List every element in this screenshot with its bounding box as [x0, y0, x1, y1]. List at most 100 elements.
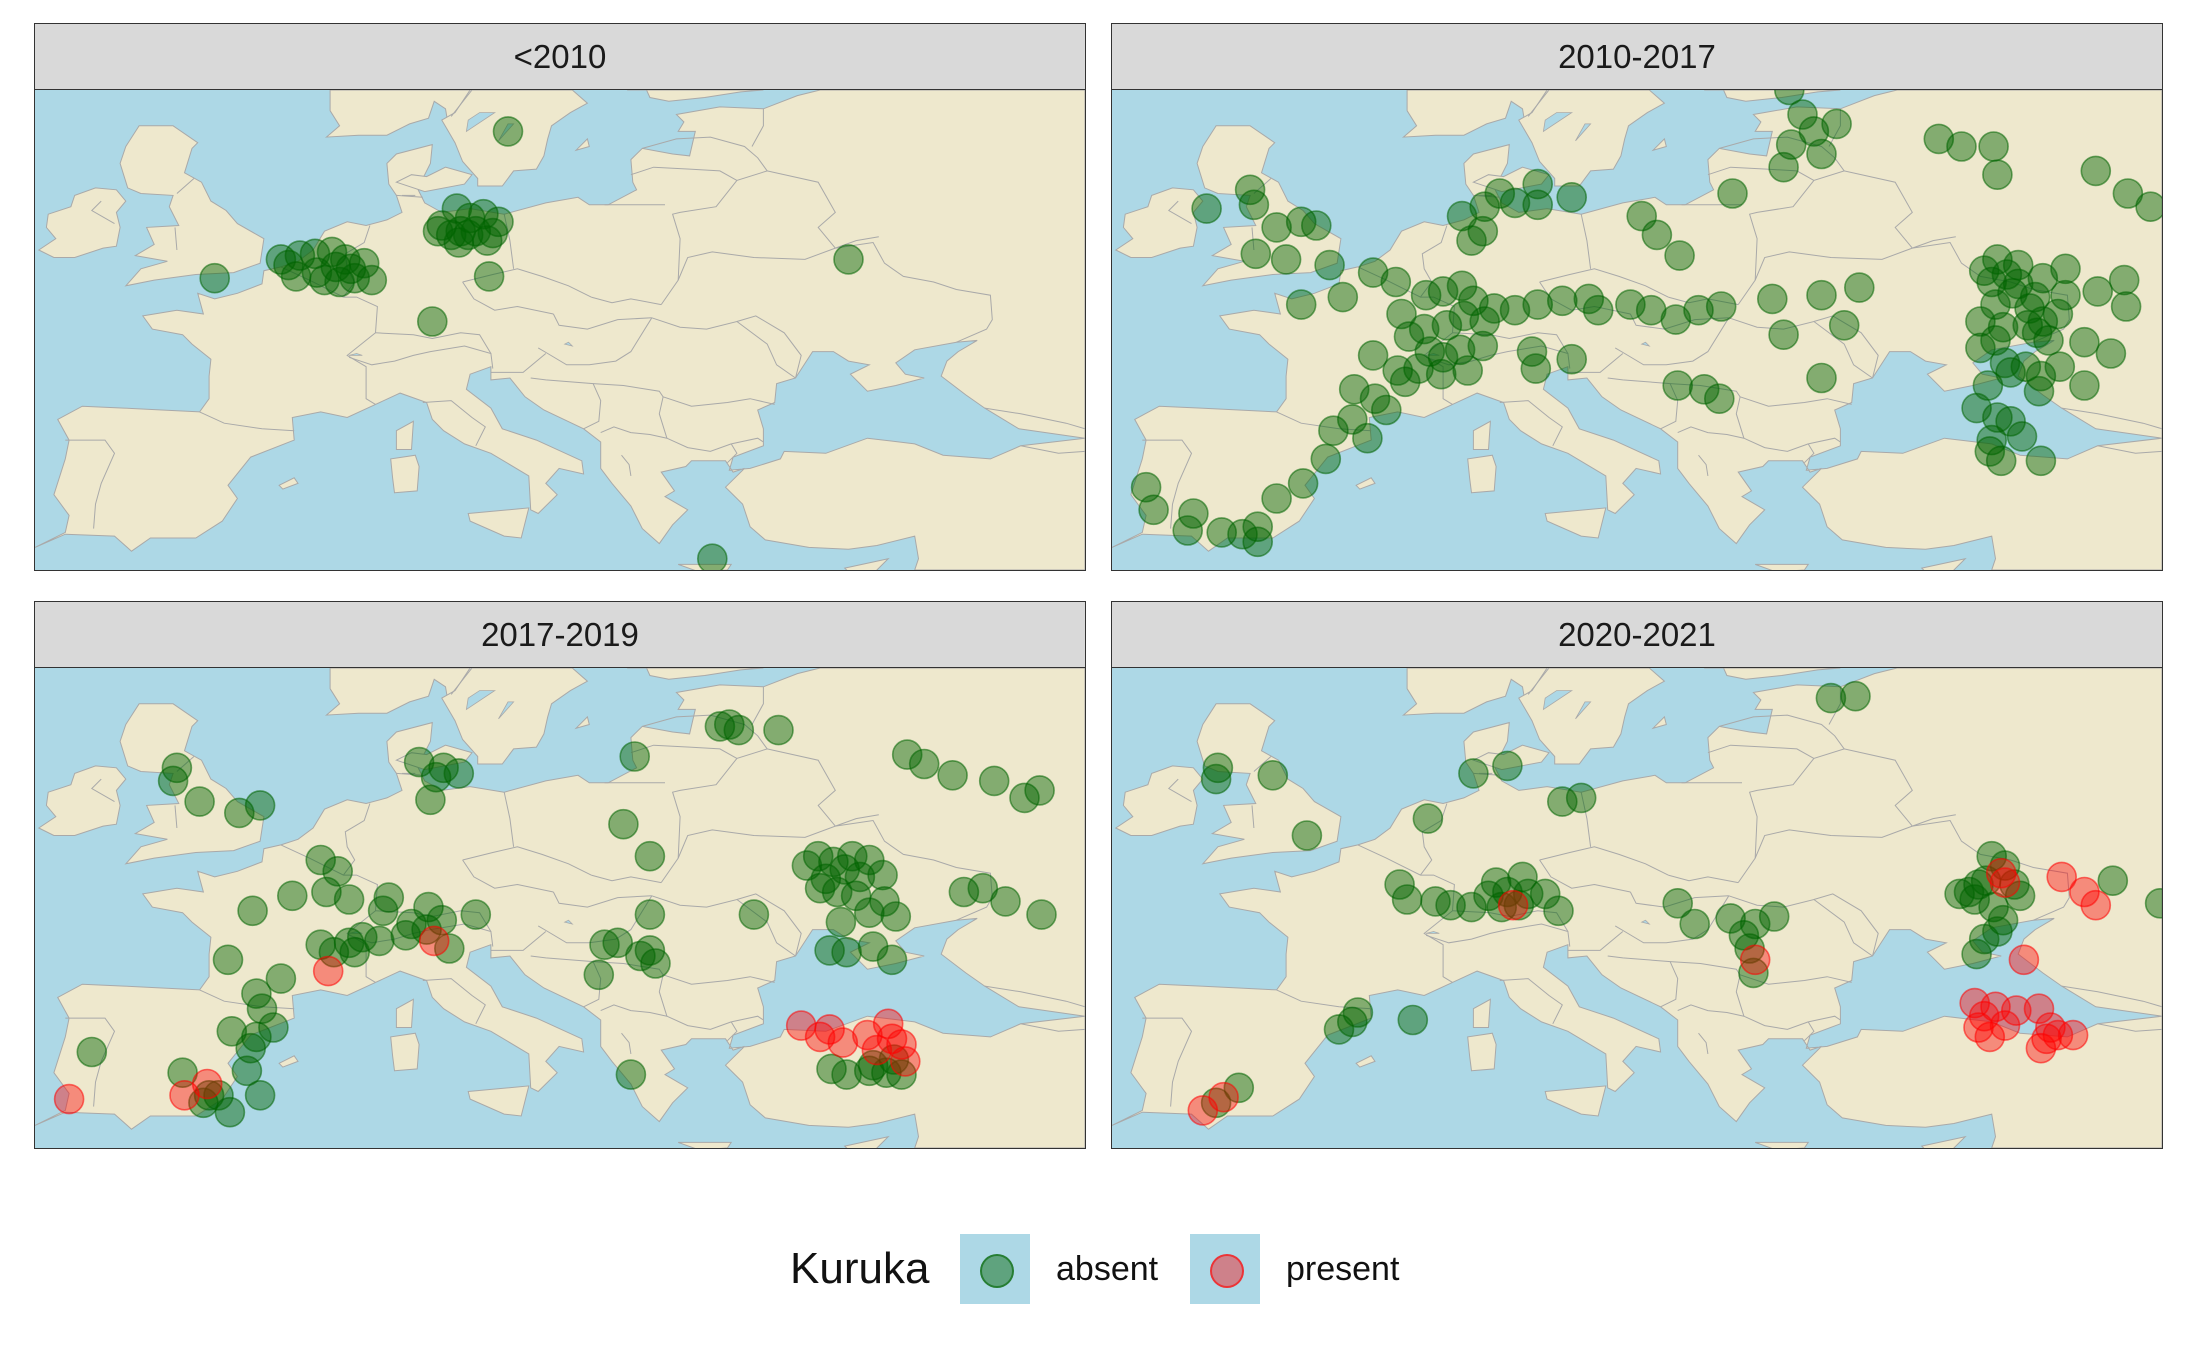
- site-point-absent: [1546, 786, 1578, 817]
- country-border: [660, 241, 993, 343]
- legend-key-absent: [960, 1234, 1030, 1304]
- site-point-absent: [348, 247, 380, 279]
- site-point-present: [827, 1027, 859, 1058]
- country-border: [1357, 266, 1455, 405]
- country-border: [2061, 985, 2162, 1008]
- site-point-absent: [1357, 257, 1389, 288]
- site-point-absent: [821, 876, 853, 908]
- site-point-absent: [1425, 358, 1457, 390]
- site-point-absent: [1456, 891, 1487, 923]
- country-border: [1813, 315, 1879, 379]
- site-point-absent: [1427, 276, 1459, 307]
- site-point-absent: [1352, 422, 1383, 454]
- site-point-absent: [426, 904, 458, 936]
- site-point-absent: [1403, 353, 1434, 384]
- site-point-present: [1497, 889, 1529, 921]
- facet-label: 2020-2021: [1558, 616, 1716, 653]
- site-point-absent: [1452, 355, 1484, 386]
- site-point-present: [1208, 1081, 1239, 1113]
- site-point-absent: [203, 1079, 234, 1111]
- site-point-absent: [589, 929, 620, 961]
- site-point-absent: [978, 765, 1010, 797]
- site-point-absent: [1522, 289, 1554, 320]
- land-polygon: [627, 668, 764, 680]
- lake-polygon: [465, 112, 497, 133]
- site-point-absent: [1009, 782, 1040, 814]
- country-border: [1580, 214, 1592, 269]
- country-border: [630, 166, 738, 181]
- site-point-absent: [1556, 343, 1588, 375]
- site-point-absent: [161, 752, 193, 784]
- site-point-absent: [2002, 268, 2034, 300]
- map-plot-area: [34, 89, 1086, 571]
- country-border: [450, 90, 473, 117]
- site-point-present: [1974, 1021, 2006, 1053]
- land-polygon: [37, 765, 127, 836]
- site-point-absent: [415, 784, 446, 816]
- site-point-absent: [1285, 206, 1317, 238]
- site-point-absent: [990, 886, 1021, 917]
- land-polygon: [390, 1032, 420, 1072]
- country-border: [1527, 90, 1550, 117]
- land-polygon: [678, 1141, 733, 1148]
- country-border: [375, 332, 492, 354]
- site-point-absent: [1968, 255, 2000, 286]
- site-point-absent: [2019, 281, 2051, 313]
- site-points: [1187, 680, 2162, 1126]
- site-point-absent: [857, 1049, 889, 1081]
- map-plot-area: [1111, 89, 2163, 571]
- land-polygon: [1472, 998, 1491, 1028]
- site-point-absent: [876, 944, 908, 976]
- site-point-absent: [2027, 262, 2059, 294]
- land-polygon: [1544, 507, 1607, 539]
- site-point-absent: [1683, 294, 1714, 326]
- country-border: [530, 955, 602, 1008]
- site-point-absent: [814, 935, 845, 966]
- site-point-absent: [1705, 291, 1737, 322]
- land-polygon: [278, 1055, 299, 1068]
- site-point-absent: [1768, 151, 1799, 183]
- site-point-absent: [1961, 938, 1992, 970]
- lake-polygon: [1640, 919, 1651, 925]
- country-border: [1357, 844, 1455, 983]
- country-border: [450, 668, 473, 695]
- site-point-present: [2023, 993, 2055, 1025]
- land-polygon: [574, 137, 590, 152]
- country-border: [462, 859, 554, 893]
- land-polygon: [1704, 668, 1841, 680]
- land-polygon: [278, 477, 299, 490]
- site-point-absent: [1546, 285, 1578, 317]
- lake-polygon: [1575, 123, 1592, 142]
- site-point-absent: [1261, 212, 1292, 243]
- land-layer: [1112, 90, 2162, 570]
- land-polygon: [1355, 477, 1376, 490]
- country-borders: [65, 668, 1085, 1107]
- site-point-absent: [1327, 281, 1359, 313]
- site-point-absent: [2069, 326, 2100, 358]
- country-border: [1698, 1032, 1709, 1054]
- site-point-absent: [1480, 867, 1512, 898]
- site-point-absent: [1287, 468, 1319, 499]
- country-border: [174, 805, 178, 829]
- site-point-absent: [216, 1015, 248, 1047]
- country-border: [176, 178, 195, 194]
- absent-marker: [980, 1254, 1014, 1288]
- site-point-absent: [1234, 174, 1266, 206]
- land-polygon: [1472, 420, 1491, 450]
- site-point-present: [2008, 944, 2040, 976]
- site-point-absent: [76, 1036, 108, 1068]
- land-polygon: [1114, 765, 1204, 836]
- country-border: [593, 383, 668, 439]
- land-polygon: [627, 90, 764, 102]
- site-point-absent: [1291, 820, 1323, 851]
- country-border: [662, 396, 775, 407]
- site-point-absent: [2095, 338, 2127, 369]
- site-point-present: [2031, 1023, 2062, 1055]
- site-point-absent: [1357, 340, 1389, 371]
- country-border: [591, 874, 662, 884]
- country-border: [1808, 437, 1841, 445]
- site-point-absent: [1270, 244, 1302, 275]
- land-polygon: [119, 703, 265, 865]
- site-point-absent: [1738, 957, 1769, 989]
- country-border: [176, 756, 195, 772]
